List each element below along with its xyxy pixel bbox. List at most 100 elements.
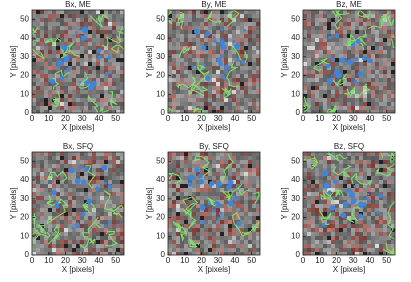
pixel: [339, 86, 343, 90]
pixel: [76, 70, 80, 74]
blue-patch: [108, 184, 113, 189]
pixel: [104, 248, 108, 252]
pixel: [96, 252, 100, 255]
blue-patch: [378, 193, 383, 198]
pixel: [212, 240, 216, 244]
pixel: [56, 244, 60, 248]
pixel: [307, 30, 311, 34]
pixel: [116, 184, 120, 188]
x-tick-label: 0: [301, 114, 306, 123]
pixel: [256, 164, 260, 168]
pixel: [56, 14, 60, 18]
pixel: [200, 10, 204, 14]
pixel: [343, 22, 347, 26]
pixel: [64, 82, 68, 86]
pixel: [363, 74, 367, 78]
pixel: [60, 94, 64, 98]
pixel: [120, 18, 124, 22]
pixel: [252, 172, 256, 176]
pixel: [248, 90, 252, 94]
pixel: [347, 152, 351, 156]
pixel: [307, 110, 311, 113]
pixel: [168, 204, 172, 208]
pixel: [252, 180, 256, 184]
pixel: [64, 196, 68, 200]
blue-patch: [216, 181, 222, 187]
pixel: [315, 240, 319, 244]
pixel: [168, 102, 172, 106]
pixel: [60, 236, 64, 240]
pixel: [64, 160, 68, 164]
pixel: [88, 10, 92, 14]
pixel: [84, 160, 88, 164]
pixel: [224, 18, 228, 22]
pixel: [108, 34, 112, 38]
x-axis-label: X [pixels]: [198, 265, 230, 274]
pixel: [244, 248, 248, 252]
pixel: [303, 22, 307, 26]
pixel: [44, 244, 48, 248]
pixel: [96, 26, 100, 30]
pixel: [204, 58, 208, 62]
pixel: [212, 26, 216, 30]
pixel: [116, 152, 120, 156]
pixel: [363, 180, 367, 184]
blue-patch: [352, 76, 354, 78]
pixel: [351, 18, 355, 22]
blue-patch: [82, 27, 88, 33]
pixel: [359, 102, 363, 106]
pixel: [100, 216, 104, 220]
pixel: [204, 232, 208, 236]
pixel: [355, 50, 359, 54]
pixel: [351, 106, 355, 110]
pixel: [116, 18, 120, 22]
pixel: [367, 164, 371, 168]
pixel: [387, 90, 391, 94]
pixel: [168, 220, 172, 224]
pixel: [188, 62, 192, 66]
pixel: [100, 62, 104, 66]
panel: Bx, ME0102030405001020304050X [pixels]Y …: [9, 0, 124, 132]
pixel: [355, 102, 359, 106]
pixel: [88, 90, 92, 94]
pixel: [188, 58, 192, 62]
pixel: [68, 244, 72, 248]
pixel: [379, 86, 383, 90]
pixel: [112, 26, 116, 30]
pixel: [120, 90, 124, 94]
pixel: [116, 232, 120, 236]
pixel: [184, 94, 188, 98]
pixel: [180, 110, 184, 113]
pixel: [120, 180, 124, 184]
pixel: [236, 160, 240, 164]
pixel: [220, 82, 224, 86]
pixel: [112, 66, 116, 70]
pixel: [80, 94, 84, 98]
pixel: [60, 156, 64, 160]
pixel: [120, 94, 124, 98]
pixel: [188, 70, 192, 74]
pixel: [248, 180, 252, 184]
pixel: [64, 62, 68, 66]
pixel: [351, 14, 355, 18]
pixel: [240, 152, 244, 156]
pixel: [76, 152, 80, 156]
pixel: [44, 82, 48, 86]
pixel: [244, 240, 248, 244]
pixel: [367, 212, 371, 216]
blue-patch: [236, 58, 239, 61]
pixel: [319, 164, 323, 168]
pixel: [208, 54, 212, 58]
pixel: [72, 244, 76, 248]
pixel: [244, 224, 248, 228]
pixel: [72, 236, 76, 240]
blue-patch: [104, 225, 107, 228]
pixel: [168, 62, 172, 66]
pixel: [335, 184, 339, 188]
pixel: [315, 204, 319, 208]
pixel: [232, 34, 236, 38]
pixel: [64, 192, 68, 196]
pixel: [60, 18, 64, 22]
pixel: [56, 220, 60, 224]
pixel: [40, 184, 44, 188]
